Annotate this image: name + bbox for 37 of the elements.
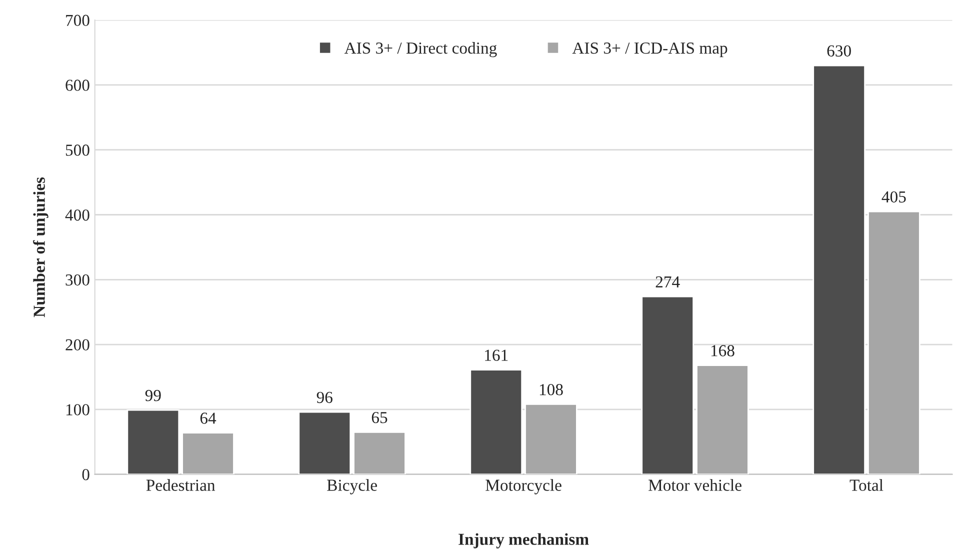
bar: [353, 431, 406, 474]
bar: [868, 210, 920, 474]
data-label: 96: [316, 392, 332, 404]
x-axis-title: Injury mechanism: [458, 533, 589, 548]
y-tick-label: 700: [66, 14, 90, 26]
x-tick-label: Bicycle: [327, 479, 377, 494]
data-label: 168: [711, 345, 734, 356]
x-tick-label: Pedestrian: [146, 479, 216, 491]
data-label: 630: [827, 45, 851, 57]
legend-label: AIS 3+ / Direct coding: [344, 42, 497, 58]
y-tick-label: 100: [66, 404, 90, 416]
data-label: 161: [485, 350, 508, 361]
bar: [641, 296, 694, 474]
y-tick-label: 500: [66, 144, 90, 156]
legend-label: AIS 3+ / ICD-AIS map: [572, 42, 728, 58]
bar: [182, 432, 234, 474]
y-tick-label: 200: [66, 339, 90, 350]
data-label: 108: [540, 384, 563, 396]
x-tick-label: Total: [850, 479, 884, 491]
bar: [524, 404, 578, 474]
y-axis-title: Number of unjuries: [33, 177, 48, 318]
data-label: 274: [656, 276, 680, 288]
x-tick-label: Motor vehicle: [648, 479, 742, 491]
y-tick-label: 300: [66, 274, 90, 286]
y-tick-label: 400: [65, 209, 90, 221]
data-label: 405: [882, 191, 906, 203]
data-label: 65: [372, 412, 388, 424]
data-label: 99: [145, 390, 161, 402]
y-tick-label: 0: [82, 469, 90, 480]
bar: [696, 364, 749, 474]
y-tick-label: 600: [66, 80, 90, 91]
data-label: 64: [200, 412, 216, 424]
bar: [126, 409, 180, 474]
bar: [812, 64, 866, 474]
x-tick-label: Motorcycle: [486, 479, 562, 494]
bar: [470, 369, 523, 474]
bar: [298, 411, 352, 474]
